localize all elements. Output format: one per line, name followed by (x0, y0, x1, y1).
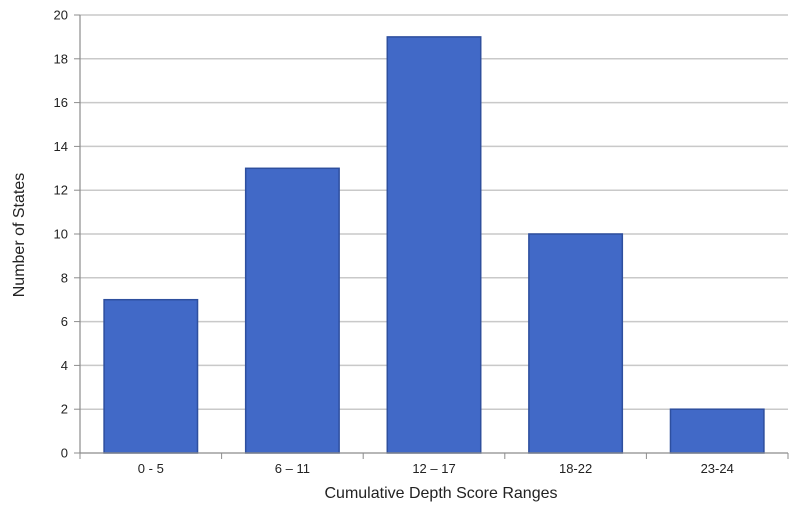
y-tick-label: 12 (54, 183, 68, 198)
x-tick-label: 23-24 (701, 461, 734, 476)
y-tick-labels: 0 2 4 6 8 10 12 14 16 18 20 (54, 8, 68, 461)
y-tick-label: 20 (54, 8, 68, 23)
bars (103, 36, 765, 454)
x-axis-title: Cumulative Depth Score Ranges (324, 485, 557, 502)
y-tick-label: 2 (61, 402, 68, 417)
bar (669, 408, 765, 454)
x-tick-label: 18-22 (559, 461, 592, 476)
y-tick-label: 16 (54, 95, 68, 110)
y-tick-label: 4 (61, 358, 68, 373)
x-tick-labels: 0 - 5 6 – 11 12 – 17 18-22 23-24 (138, 461, 734, 476)
axes (74, 14, 789, 459)
y-tick-label: 8 (61, 270, 68, 285)
y-tick-label: 0 (61, 446, 68, 461)
x-tick-label: 0 - 5 (138, 461, 164, 476)
bar (528, 233, 624, 454)
x-tick-label: 6 – 11 (275, 461, 310, 476)
y-tick-label: 10 (54, 227, 68, 242)
bar (386, 36, 482, 454)
y-axis-title: Number of States (11, 173, 28, 298)
y-tick-label: 18 (54, 51, 68, 66)
bar (103, 298, 199, 454)
bar (244, 167, 340, 454)
y-tick-label: 6 (61, 314, 68, 329)
y-tick-label: 14 (54, 139, 68, 154)
x-tick-label: 12 – 17 (412, 461, 455, 476)
